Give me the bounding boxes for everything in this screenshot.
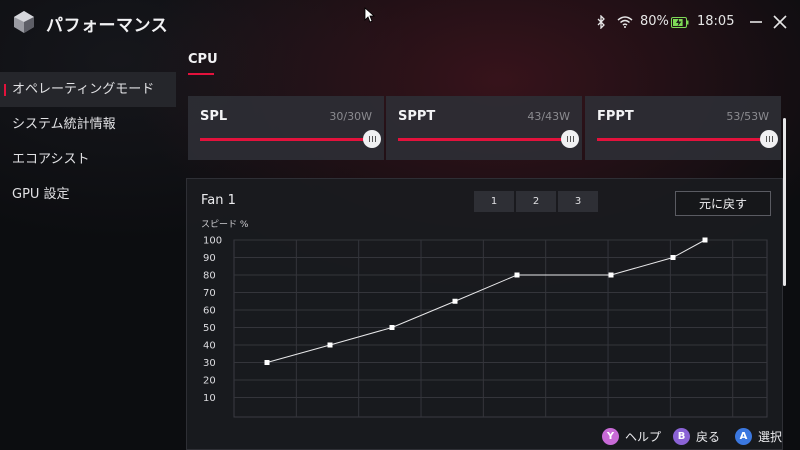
title-bar: パフォーマンス 80% 18:05 xyxy=(0,0,800,46)
clock: 18:05 xyxy=(697,14,735,29)
y-tick-label: 90 xyxy=(203,253,216,264)
mouse-cursor-icon xyxy=(364,7,376,23)
fan-curve-line xyxy=(266,239,706,363)
hint-help[interactable]: Y ヘルプ xyxy=(602,427,661,445)
y-tick-label: 80 xyxy=(203,271,216,282)
fppt-slider-handle[interactable] xyxy=(760,130,778,148)
y-axis-title: スピード % xyxy=(201,220,249,230)
sppt-slider-card: SPPT 43/43W xyxy=(386,96,582,160)
grip-icon xyxy=(368,136,376,142)
close-icon[interactable] xyxy=(771,12,789,32)
sppt-slider-fill xyxy=(398,138,570,141)
fppt-slider-fill xyxy=(597,138,769,141)
y-button-icon: Y xyxy=(602,427,619,445)
y-tick-label: 40 xyxy=(203,341,216,352)
fppt-slider-track[interactable] xyxy=(597,130,778,148)
fan-curve-point[interactable] xyxy=(452,298,458,304)
fppt-slider-card: FPPT 53/53W xyxy=(585,96,781,160)
a-button-icon: A xyxy=(735,427,752,445)
spl-value: 30/30W xyxy=(329,110,372,123)
spl-slider-card: SPL 30/30W xyxy=(188,96,384,160)
fan-curve-point[interactable] xyxy=(514,272,520,278)
sidebar-item-system-stats[interactable]: システム統計情報 xyxy=(12,117,116,132)
fan-curve-point[interactable] xyxy=(670,255,676,260)
battery-percent: 80% xyxy=(640,14,669,29)
plot-frame xyxy=(233,239,768,418)
fan-profile-tab-3[interactable]: 3 xyxy=(558,191,598,212)
fppt-label: FPPT xyxy=(597,109,634,124)
wifi-icon xyxy=(617,16,633,28)
fan-profile-tab-1[interactable]: 1 xyxy=(474,191,514,212)
sppt-slider-handle[interactable] xyxy=(561,130,579,148)
bluetooth-icon xyxy=(597,15,605,29)
sidebar: オペレーティングモード システム統計情報 エコアシスト GPU 設定 xyxy=(0,72,176,212)
hint-select-label: 選択 xyxy=(758,429,783,444)
scrollbar[interactable] xyxy=(783,118,786,286)
cpu-section-tab[interactable]: CPU xyxy=(188,52,218,67)
fan-curve-point[interactable] xyxy=(264,360,270,365)
fan-title: Fan 1 xyxy=(201,193,236,208)
sppt-label: SPPT xyxy=(398,109,436,124)
battery-charging-icon xyxy=(671,17,689,28)
minimize-icon[interactable] xyxy=(748,12,764,32)
y-tick-label: 20 xyxy=(203,376,216,387)
y-tick-label: 50 xyxy=(203,323,216,334)
fan-profile-tab-2[interactable]: 2 xyxy=(516,191,556,212)
fan-curve-point[interactable] xyxy=(702,237,708,243)
grip-icon xyxy=(765,136,773,142)
sidebar-item-operating-mode[interactable]: オペレーティングモード xyxy=(0,72,176,107)
fan-curve-point[interactable] xyxy=(608,272,614,278)
sppt-value: 43/43W xyxy=(527,110,570,123)
fan-curve-chart[interactable]: 100 90 80 70 60 50 40 30 20 10 xyxy=(187,179,784,450)
sidebar-item-eco-assist[interactable]: エコアシスト xyxy=(12,152,90,167)
reset-button[interactable]: 元に戻す xyxy=(675,191,771,216)
fan-profile-tabs: 1 2 3 xyxy=(474,191,598,212)
spl-slider-handle[interactable] xyxy=(363,130,381,148)
b-button-icon: B xyxy=(673,427,690,445)
grip-icon xyxy=(566,136,574,142)
y-tick-label: 70 xyxy=(203,288,216,299)
y-tick-label: 60 xyxy=(203,306,216,317)
hint-help-label: ヘルプ xyxy=(625,429,662,444)
sppt-slider-track[interactable] xyxy=(398,130,579,148)
fan-curve-card: Fan 1 1 2 3 元に戻す スピード % 100 90 80 70 60 50 40 3… xyxy=(186,178,783,450)
app-logo-icon xyxy=(14,11,34,33)
spl-label: SPL xyxy=(200,109,228,124)
app-title: パフォーマンス xyxy=(46,16,169,36)
y-tick-label: 30 xyxy=(203,358,216,369)
hint-back[interactable]: B 戻る xyxy=(673,427,720,445)
cpu-section-underline xyxy=(188,73,214,75)
fan-curve-point[interactable] xyxy=(389,325,395,330)
fan-curve-point[interactable] xyxy=(327,342,333,348)
y-tick-label: 100 xyxy=(203,236,222,247)
spl-slider-track[interactable] xyxy=(200,130,381,148)
fppt-value: 53/53W xyxy=(726,110,769,123)
y-tick-label: 10 xyxy=(203,393,216,404)
hint-select[interactable]: A 選択 xyxy=(735,427,782,445)
sidebar-item-gpu-settings[interactable]: GPU 設定 xyxy=(12,187,70,202)
spl-slider-fill xyxy=(200,138,372,141)
hint-back-label: 戻る xyxy=(696,429,721,444)
